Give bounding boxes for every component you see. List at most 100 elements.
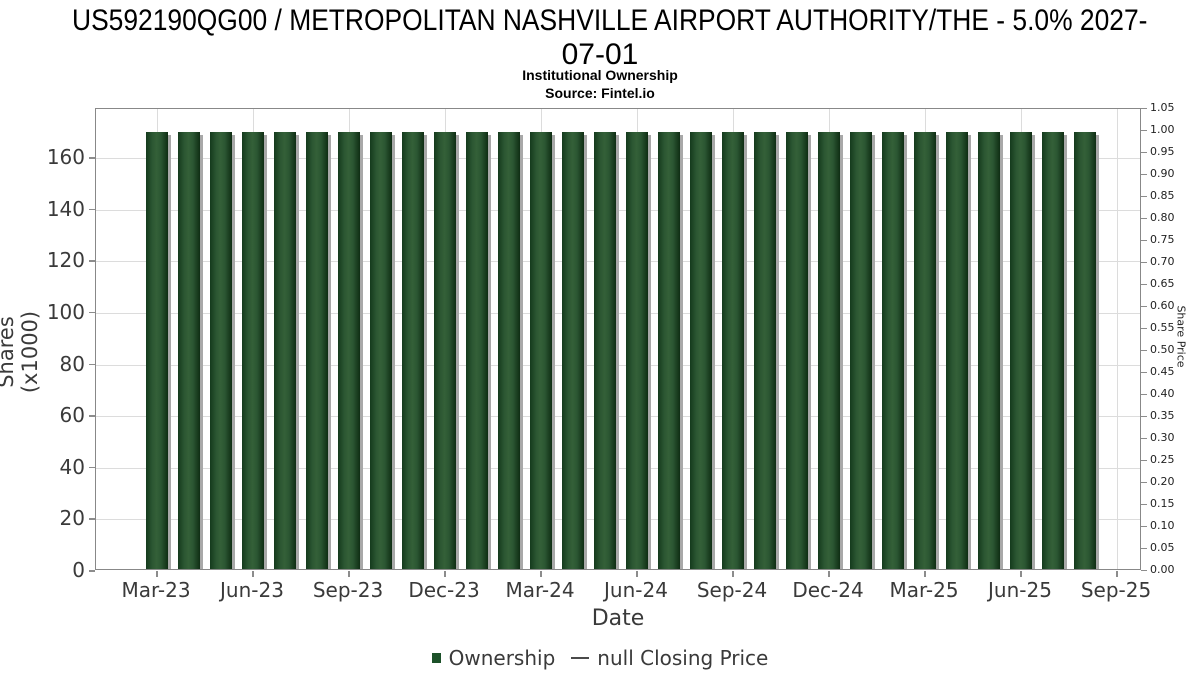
x-axis-tick-label: Sep-24 xyxy=(696,578,768,602)
ownership-bar[interactable] xyxy=(434,132,456,569)
axis-tickmark xyxy=(348,571,350,577)
ownership-bar[interactable] xyxy=(1042,132,1064,569)
ownership-bar[interactable] xyxy=(978,132,1000,569)
y-axis-tick-label-right: 0.40 xyxy=(1150,387,1175,400)
axis-tickmark xyxy=(89,363,95,366)
axis-tickmark xyxy=(1141,130,1147,131)
ownership-bar[interactable] xyxy=(562,132,584,569)
axis-tickmark xyxy=(89,157,95,159)
axis-tickmark xyxy=(252,571,254,577)
ownership-bar[interactable] xyxy=(754,132,776,569)
ownership-bar[interactable] xyxy=(370,132,392,569)
y-axis-tick-label-right: 0.15 xyxy=(1150,497,1175,510)
y-axis-tick-label-right: 0.85 xyxy=(1150,189,1175,202)
axis-tickmark xyxy=(924,571,926,577)
y-axis-tick-label-right: 0.80 xyxy=(1150,211,1175,224)
axis-tickmark xyxy=(156,571,158,577)
axis-tickmark xyxy=(1141,284,1147,285)
ownership-bar[interactable] xyxy=(306,132,328,569)
axis-tickmark xyxy=(1141,570,1147,571)
axis-tickmark xyxy=(89,311,95,314)
ownership-bar[interactable] xyxy=(722,132,744,569)
ownership-bar[interactable] xyxy=(658,132,680,569)
axis-tickmark xyxy=(1020,571,1022,577)
y-axis-tick-label-right: 0.90 xyxy=(1150,167,1175,180)
axis-tickmark xyxy=(1141,350,1147,351)
axis-tickmark xyxy=(89,466,95,469)
ownership-bar[interactable] xyxy=(178,132,200,569)
y-axis-tick-label-right: 0.20 xyxy=(1150,475,1175,488)
y-axis-tick-label-right: 0.75 xyxy=(1150,233,1175,246)
axis-tickmark xyxy=(89,570,95,572)
ownership-bar[interactable] xyxy=(786,132,808,569)
y-axis-tick-label-right: 0.60 xyxy=(1150,299,1175,312)
plot-area xyxy=(95,108,1141,570)
ownership-bar[interactable] xyxy=(626,132,648,569)
axis-tickmark xyxy=(540,571,542,577)
ownership-bar[interactable] xyxy=(530,132,552,569)
axis-tickmark xyxy=(1141,306,1147,307)
ownership-bar[interactable] xyxy=(242,132,264,569)
y-axis-tick-label-left: 120 xyxy=(46,248,85,273)
ownership-bar[interactable] xyxy=(338,132,360,569)
x-axis-tick-label: Jun-25 xyxy=(988,578,1052,602)
axis-tickmark xyxy=(1141,218,1147,219)
axis-tickmark xyxy=(1141,174,1147,175)
axis-tickmark xyxy=(1141,240,1147,241)
axis-tickmark xyxy=(1141,262,1147,263)
axis-tickmark xyxy=(1141,548,1147,549)
y-axis-tick-label-left: 140 xyxy=(46,196,85,221)
ownership-bar[interactable] xyxy=(914,132,936,569)
y-axis-tick-label-right: 1.00 xyxy=(1150,123,1175,136)
x-axis-tick-label: Jun-24 xyxy=(604,578,668,602)
ownership-bar[interactable] xyxy=(594,132,616,569)
x-axis-tick-label: Jun-23 xyxy=(220,578,284,602)
y-axis-tick-label-left: 80 xyxy=(59,351,85,376)
x-axis-tick-label: Sep-25 xyxy=(1080,578,1152,602)
ownership-bar[interactable] xyxy=(690,132,712,569)
axis-tickmark xyxy=(1141,394,1147,395)
axis-tickmark xyxy=(444,571,446,577)
y-axis-tick-label-left: 160 xyxy=(46,145,85,170)
axis-tickmark xyxy=(1141,108,1147,109)
axis-tickmark xyxy=(89,415,95,417)
ownership-bar[interactable] xyxy=(882,132,904,569)
chart-legend: Ownership null Closing Price xyxy=(0,646,1200,670)
ownership-bar[interactable] xyxy=(818,132,840,569)
x-axis-tick-label: Sep-23 xyxy=(312,578,384,602)
ownership-bar[interactable] xyxy=(466,132,488,569)
axis-tickmark xyxy=(89,260,95,262)
y-axis-label-right: Share Price xyxy=(1174,305,1188,368)
y-axis-tick-label-right: 0.50 xyxy=(1150,343,1175,356)
axis-tickmark xyxy=(1141,416,1147,417)
ownership-bar[interactable] xyxy=(146,132,168,569)
axis-tickmark xyxy=(1141,438,1147,439)
y-axis-tick-label-right: 0.70 xyxy=(1150,255,1175,268)
axis-tickmark xyxy=(1141,372,1147,373)
gridline-vertical xyxy=(1117,109,1118,569)
chart-subtitle: Institutional Ownership xyxy=(522,67,678,83)
y-axis-tick-label-right: 0.65 xyxy=(1150,277,1175,290)
ownership-bar[interactable] xyxy=(850,132,872,569)
ownership-legend-swatch-icon xyxy=(431,653,441,663)
y-axis-tick-label-right: 0.55 xyxy=(1150,321,1175,334)
axis-tickmark xyxy=(1141,152,1147,153)
y-axis-tick-label-right: 1.05 xyxy=(1150,101,1175,114)
x-axis-tick-label: Mar-24 xyxy=(505,578,575,602)
y-axis-tick-label-left: 0 xyxy=(72,558,85,582)
axis-tickmark xyxy=(636,571,638,577)
ownership-bar[interactable] xyxy=(946,132,968,569)
ownership-bar[interactable] xyxy=(274,132,296,569)
ownership-bar[interactable] xyxy=(1010,132,1032,569)
axis-tickmark xyxy=(1141,196,1147,197)
chart-title-line1: US592190QG00 / METROPOLITAN NASHVILLE AI… xyxy=(72,4,1148,37)
axis-tickmark xyxy=(1141,482,1147,483)
x-axis-tick-label: Mar-25 xyxy=(889,578,959,602)
closing-price-line-marker-icon xyxy=(571,656,590,660)
ownership-bar[interactable] xyxy=(1074,132,1096,569)
ownership-bar[interactable] xyxy=(210,132,232,569)
ownership-bar[interactable] xyxy=(402,132,424,569)
ownership-bar[interactable] xyxy=(498,132,520,569)
axis-tickmark xyxy=(1116,571,1118,577)
